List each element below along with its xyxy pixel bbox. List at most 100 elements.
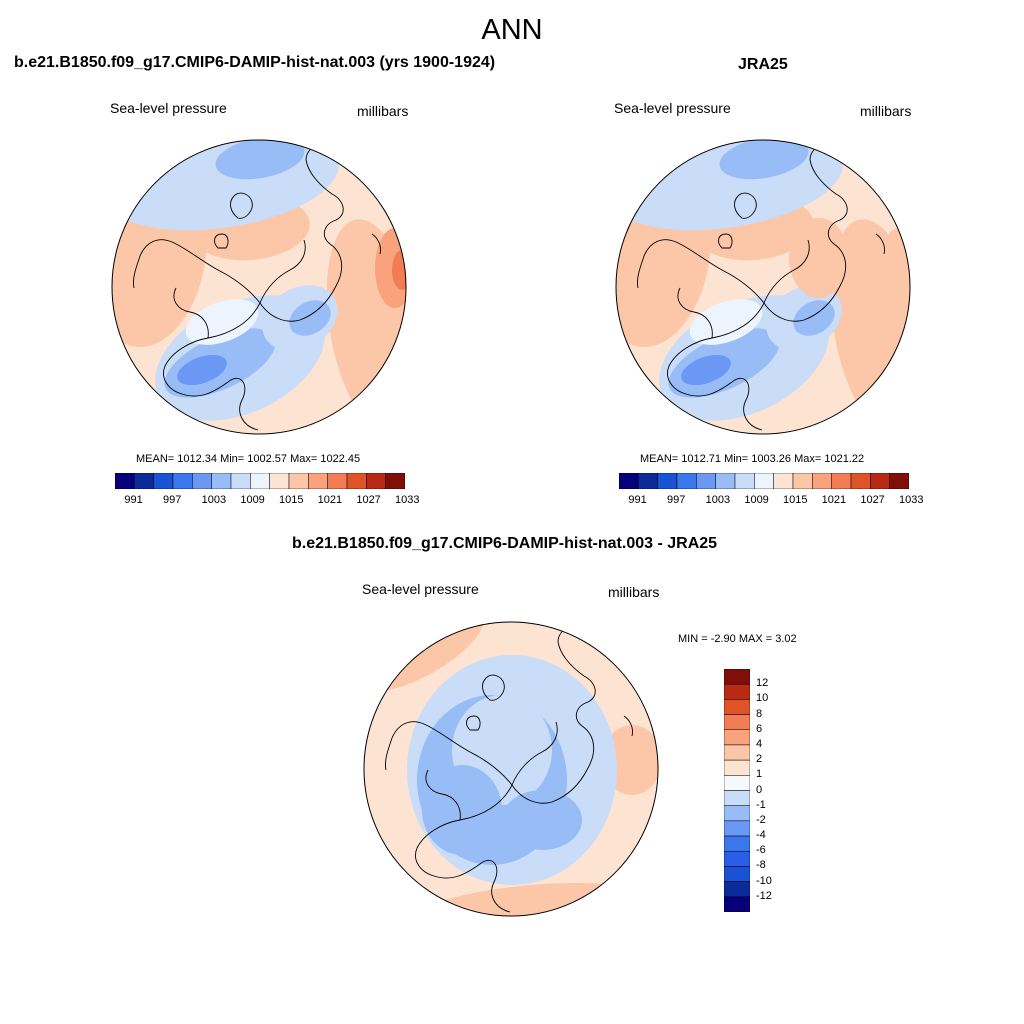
- model-colorbar: [115, 473, 405, 489]
- diff-polar-map: [363, 621, 659, 917]
- coastline: [511, 675, 596, 804]
- colorbar-cell: [734, 473, 755, 489]
- colorbar-cell: [724, 759, 750, 776]
- colorbar-tick-label: 991: [628, 494, 647, 506]
- pressure-region: [719, 140, 809, 180]
- coastline: [133, 255, 141, 289]
- colorbar-cell: [754, 473, 774, 489]
- coastline: [763, 193, 848, 322]
- colorbar-cell: [115, 473, 135, 489]
- model-polar-map: [111, 139, 407, 435]
- colorbar-cell: [134, 473, 154, 489]
- colorbar-tick-label: -6: [756, 844, 766, 857]
- coastline: [230, 192, 253, 219]
- colorbar-cell: [724, 729, 750, 746]
- colorbar-tick-label: -4: [756, 829, 766, 842]
- colorbar-cell: [724, 669, 750, 685]
- colorbar-tick-label: 1033: [899, 494, 924, 506]
- model-stats: MEAN= 1012.34 Min= 1002.57 Max= 1022.45: [136, 453, 361, 465]
- colorbar-tick-label: 4: [756, 737, 763, 750]
- coastline: [734, 192, 757, 219]
- colorbar-cell: [724, 714, 750, 730]
- colorbar-cell: [812, 473, 832, 489]
- obs-panel-title: JRA25: [738, 56, 788, 73]
- colorbar-tick-label: 997: [163, 494, 182, 506]
- colorbar-cell: [657, 473, 678, 489]
- pressure-region: [422, 765, 502, 855]
- colorbar-tick-label: -10: [756, 874, 772, 887]
- colorbar-cell: [792, 473, 813, 489]
- diff-colorbar-labels: 12 10 8 6 4 2 1 0 -1 -2 -4 -6 -8 -10 -12: [756, 669, 796, 912]
- colorbar-cell: [724, 744, 750, 761]
- pressure-region: [689, 299, 763, 345]
- pressure-region: [215, 140, 305, 180]
- diff-panel-title: b.e21.B1850.f09_g17.CMIP6-DAMIP-hist-nat…: [292, 535, 718, 552]
- colorbar-cell: [773, 473, 794, 489]
- coastline: [425, 769, 461, 821]
- pressure-region: [289, 300, 331, 336]
- colorbar-cell: [676, 473, 697, 489]
- map-boundary: [111, 139, 407, 435]
- colorbar-tick-label: -8: [756, 859, 766, 872]
- coastline: [139, 239, 261, 304]
- obs-colorbar: [619, 473, 909, 489]
- model-colorbar-labels: 991 997 1003 1009 1015 1021 1027 1033: [115, 494, 419, 508]
- coastline: [259, 239, 306, 304]
- colorbar-tick-label: 1009: [744, 494, 769, 506]
- pressure-region: [185, 299, 259, 345]
- colorbar-cell: [724, 775, 750, 791]
- coastline: [875, 233, 885, 255]
- colorbar-tick-label: 10: [756, 692, 769, 705]
- pressure-region: [681, 354, 731, 386]
- colorbar-cell: [192, 473, 212, 489]
- obs-variable-label: Sea-level pressure: [614, 100, 731, 116]
- coastline: [482, 674, 505, 701]
- colorbar-tick-label: 1021: [821, 494, 847, 506]
- colorbar-cell: [619, 473, 639, 489]
- coastline: [173, 287, 209, 339]
- colorbar-cell: [724, 881, 750, 898]
- colorbar-tick-label: 6: [756, 722, 763, 735]
- coastline: [643, 239, 765, 304]
- coastline: [511, 721, 558, 786]
- colorbar-tick-label: 1027: [356, 494, 381, 506]
- colorbar-cell: [724, 851, 750, 867]
- diff-colorbar: [724, 669, 750, 912]
- colorbar-cell: [850, 473, 871, 489]
- colorbar-tick-label: 997: [667, 494, 686, 506]
- colorbar-cell: [724, 699, 750, 715]
- colorbar-tick-label: -12: [756, 889, 772, 902]
- pressure-region: [392, 250, 406, 290]
- colorbar-tick-label: 1027: [860, 494, 885, 506]
- model-units-label: millibars: [357, 103, 409, 119]
- colorbar-cell: [172, 473, 193, 489]
- pressure-region: [793, 300, 835, 336]
- obs-colorbar-labels: 991 997 1003 1009 1015 1021 1027 1033: [619, 494, 923, 508]
- colorbar-cell: [211, 473, 232, 489]
- coastline: [214, 233, 229, 249]
- diff-variable-label: Sea-level pressure: [362, 581, 479, 597]
- colorbar-cell: [715, 473, 736, 489]
- colorbar-cell: [724, 790, 750, 806]
- colorbar-tick-label: 0: [756, 783, 763, 796]
- coastline: [718, 233, 733, 249]
- colorbar-tick-label: -1: [756, 798, 766, 811]
- model-panel-title: b.e21.B1850.f09_g17.CMIP6-DAMIP-hist-nat…: [14, 54, 496, 71]
- coastline: [677, 287, 713, 339]
- colorbar-tick-label: -2: [756, 813, 766, 826]
- colorbar-cell: [366, 473, 386, 489]
- map-boundary: [363, 621, 659, 917]
- colorbar-cell: [696, 473, 716, 489]
- obs-polar-map: [615, 139, 911, 435]
- coastline: [763, 239, 810, 304]
- colorbar-cell: [831, 473, 852, 489]
- colorbar-cell: [346, 473, 367, 489]
- colorbar-tick-label: 1015: [279, 494, 304, 506]
- colorbar-cell: [327, 473, 348, 489]
- obs-stats: MEAN= 1012.71 Min= 1003.26 Max= 1021.22: [640, 453, 865, 465]
- colorbar-tick-label: 1033: [395, 494, 420, 506]
- colorbar-tick-label: 1015: [783, 494, 808, 506]
- model-variable-label: Sea-level pressure: [110, 100, 227, 116]
- colorbar-cell: [385, 473, 405, 489]
- coastline: [623, 715, 633, 737]
